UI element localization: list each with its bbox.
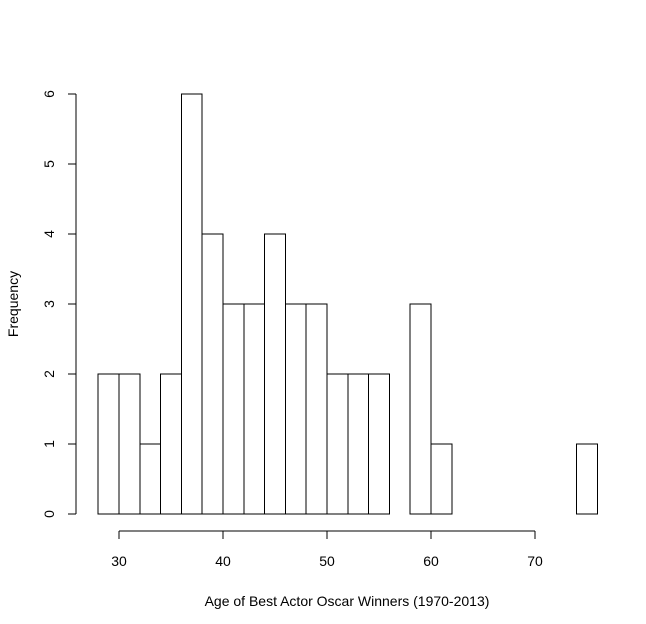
histogram-bar-28-30 [97, 373, 120, 515]
histogram-bar-42-44 [243, 303, 266, 515]
histogram-bar-58-60 [409, 303, 432, 515]
x-tick-label: 30 [111, 553, 127, 569]
histogram-bar-46-48 [284, 303, 307, 515]
y-tick-label: 3 [41, 300, 57, 308]
histogram-bar-40-42 [222, 303, 245, 515]
y-tick-label: 4 [41, 230, 57, 238]
bars-layer [97, 93, 598, 515]
histogram-bar-38-40 [201, 233, 224, 515]
y-axis-title: Frequency [5, 271, 21, 337]
y-tick-label: 5 [41, 160, 57, 168]
x-tick-label: 70 [527, 553, 543, 569]
histogram-bar-54-56 [368, 373, 390, 515]
y-tick-label: 0 [41, 510, 57, 518]
histogram-bar-60-62 [430, 443, 453, 515]
histogram-bar-50-52 [326, 373, 349, 515]
x-tick-label: 40 [215, 553, 231, 569]
histogram-bar-44-46 [264, 233, 286, 515]
x-axis: 30 40 50 60 70 [111, 530, 543, 569]
y-axis: 0 1 2 3 4 5 6 [41, 90, 77, 518]
y-tick-label: 6 [41, 90, 57, 98]
y-tick-label: 2 [41, 370, 57, 378]
y-tick-label: 1 [41, 440, 57, 448]
histogram-bar-74-76 [576, 443, 598, 515]
histogram-bar-34-36 [160, 373, 182, 515]
histogram-bar-36-38 [180, 93, 203, 515]
histogram-bar-30-32 [118, 373, 141, 515]
x-tick-label: 50 [319, 553, 335, 569]
x-tick-label: 60 [423, 553, 439, 569]
x-axis-title: Age of Best Actor Oscar Winners (1970-20… [205, 593, 490, 609]
histogram-bar-48-50 [305, 303, 328, 515]
histogram-bar-32-34 [139, 443, 162, 515]
histogram-bar-52-54 [347, 373, 370, 515]
